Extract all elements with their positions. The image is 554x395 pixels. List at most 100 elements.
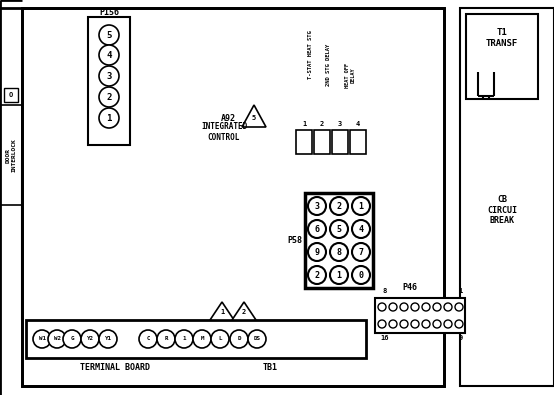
Circle shape <box>99 330 117 348</box>
Circle shape <box>48 330 66 348</box>
Text: M: M <box>200 337 204 342</box>
Text: INTEGRATED
CONTROL: INTEGRATED CONTROL <box>201 122 247 142</box>
Text: 1: 1 <box>336 271 341 280</box>
Text: 2: 2 <box>320 121 324 127</box>
Circle shape <box>330 243 348 261</box>
Bar <box>88 17 130 145</box>
Text: C: C <box>146 337 150 342</box>
Bar <box>22 8 444 386</box>
Circle shape <box>422 320 430 328</box>
Circle shape <box>308 197 326 215</box>
Text: 8: 8 <box>383 288 387 294</box>
Circle shape <box>99 25 119 45</box>
Circle shape <box>157 330 175 348</box>
Circle shape <box>211 330 229 348</box>
Circle shape <box>33 330 51 348</box>
Text: DOOR
INTERLOCK: DOOR INTERLOCK <box>6 138 17 172</box>
Text: 2: 2 <box>242 309 246 315</box>
Bar <box>466 14 538 99</box>
Circle shape <box>308 266 326 284</box>
Text: 6: 6 <box>315 224 320 233</box>
Text: CB
CIRCUI
BREAK: CB CIRCUI BREAK <box>487 195 517 225</box>
Text: Y1: Y1 <box>105 337 111 342</box>
Circle shape <box>455 303 463 311</box>
Circle shape <box>139 330 157 348</box>
Circle shape <box>389 303 397 311</box>
Text: 8: 8 <box>336 248 341 256</box>
Circle shape <box>433 303 441 311</box>
Circle shape <box>99 108 119 128</box>
Bar <box>296 130 312 154</box>
Circle shape <box>455 320 463 328</box>
Text: D: D <box>237 337 241 342</box>
Text: 3: 3 <box>338 121 342 127</box>
Circle shape <box>193 330 211 348</box>
Text: 1: 1 <box>358 201 363 211</box>
Bar <box>305 193 373 288</box>
Circle shape <box>330 220 348 238</box>
Text: 1: 1 <box>302 121 306 127</box>
Text: 0: 0 <box>358 271 363 280</box>
Polygon shape <box>232 302 256 320</box>
Circle shape <box>175 330 193 348</box>
Bar <box>375 298 465 333</box>
Polygon shape <box>242 105 266 127</box>
Text: 3: 3 <box>106 71 112 81</box>
Text: T-STAT HEAT STG: T-STAT HEAT STG <box>307 31 312 79</box>
Text: 7: 7 <box>358 248 363 256</box>
Circle shape <box>63 330 81 348</box>
Text: 9: 9 <box>315 248 320 256</box>
Text: R: R <box>164 337 168 342</box>
Text: W1: W1 <box>38 337 45 342</box>
Text: 1: 1 <box>182 337 186 342</box>
Text: TB1: TB1 <box>263 363 278 372</box>
Text: 4: 4 <box>356 121 360 127</box>
Circle shape <box>81 330 99 348</box>
Circle shape <box>378 320 386 328</box>
Text: W2: W2 <box>54 337 60 342</box>
Text: 4: 4 <box>106 51 112 60</box>
Circle shape <box>99 66 119 86</box>
Text: 5: 5 <box>336 224 341 233</box>
Text: TERMINAL BOARD: TERMINAL BOARD <box>80 363 150 372</box>
Circle shape <box>378 303 386 311</box>
Text: DS: DS <box>254 337 260 342</box>
Text: Y2: Y2 <box>86 337 94 342</box>
Bar <box>26 320 366 358</box>
Text: 1: 1 <box>459 288 463 294</box>
Bar <box>314 130 330 154</box>
Polygon shape <box>210 302 234 320</box>
Bar <box>22 8 444 386</box>
Text: 4: 4 <box>358 224 363 233</box>
Bar <box>4 88 18 102</box>
Bar <box>460 8 554 386</box>
Text: P156: P156 <box>99 8 119 17</box>
Circle shape <box>411 303 419 311</box>
Circle shape <box>248 330 266 348</box>
Text: HEAT OFF
DELAY: HEAT OFF DELAY <box>345 62 356 88</box>
Text: 16: 16 <box>381 335 389 341</box>
Text: 9: 9 <box>459 335 463 341</box>
Text: L: L <box>218 337 222 342</box>
Circle shape <box>352 266 370 284</box>
Text: 2: 2 <box>315 271 320 280</box>
Circle shape <box>99 45 119 65</box>
Circle shape <box>389 320 397 328</box>
Circle shape <box>433 320 441 328</box>
Text: P58: P58 <box>288 235 302 245</box>
Text: 1: 1 <box>106 113 112 122</box>
Text: 5: 5 <box>252 115 256 121</box>
Text: 1: 1 <box>220 309 224 315</box>
Text: 2: 2 <box>106 92 112 102</box>
Text: 2: 2 <box>336 201 341 211</box>
Circle shape <box>330 197 348 215</box>
Text: 3: 3 <box>315 201 320 211</box>
Circle shape <box>400 320 408 328</box>
Circle shape <box>444 303 452 311</box>
Circle shape <box>230 330 248 348</box>
Text: A92: A92 <box>220 113 235 122</box>
Circle shape <box>308 243 326 261</box>
Text: O: O <box>9 92 13 98</box>
Text: 5: 5 <box>106 30 112 40</box>
Circle shape <box>352 220 370 238</box>
